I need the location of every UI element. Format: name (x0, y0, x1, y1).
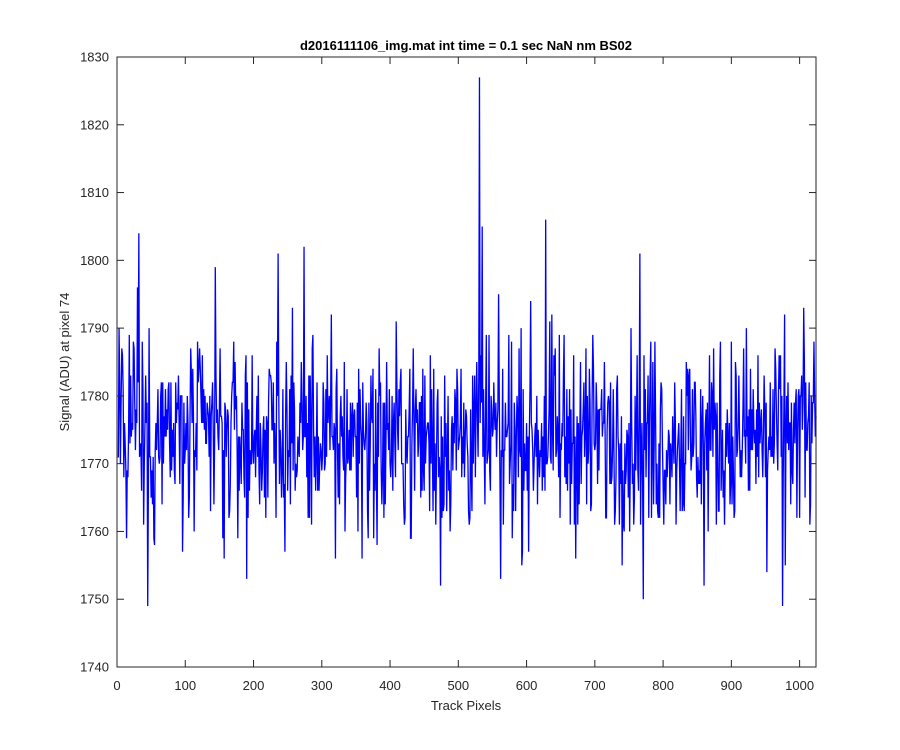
y-axis-label: Signal (ADU) at pixel 74 (57, 293, 72, 432)
y-tick-label: 1830 (80, 50, 109, 65)
plot-frame (116, 56, 817, 668)
x-tick-label: 500 (447, 678, 469, 693)
x-tick-label: 0 (113, 678, 120, 693)
x-tick-label: 300 (311, 678, 333, 693)
y-tick-label: 1820 (80, 117, 109, 132)
y-tick-label: 1780 (80, 388, 109, 403)
x-axis-label: Track Pixels (431, 698, 502, 713)
y-tick-label: 1750 (80, 592, 109, 607)
x-tick-label: 400 (379, 678, 401, 693)
x-tick-label: 800 (652, 678, 674, 693)
x-axis: 0 100 200 300 400 500 600 700 800 900 1000 (113, 57, 814, 693)
x-tick-label: 900 (721, 678, 743, 693)
x-tick-label: 700 (584, 678, 606, 693)
chart-title: d2016111106_img.mat int time = 0.1 sec N… (300, 38, 632, 53)
y-tick-label: 1770 (80, 456, 109, 471)
y-tick-label: 1760 (80, 524, 109, 539)
y-tick-label: 1790 (80, 321, 109, 336)
y-tick-label: 1810 (80, 185, 109, 200)
x-tick-label: 100 (174, 678, 196, 693)
y-tick-label: 1800 (80, 253, 109, 268)
y-tick-label: 1740 (80, 660, 109, 675)
plot-area (117, 57, 816, 667)
series-line (117, 77, 817, 607)
y-axis: 1740 1750 1760 1770 1780 1790 1800 1810 1820 1830 (80, 50, 816, 675)
x-tick-label: 600 (516, 678, 538, 693)
x-tick-label: 1000 (785, 678, 814, 693)
x-tick-label: 200 (243, 678, 265, 693)
series-layer (117, 77, 817, 607)
